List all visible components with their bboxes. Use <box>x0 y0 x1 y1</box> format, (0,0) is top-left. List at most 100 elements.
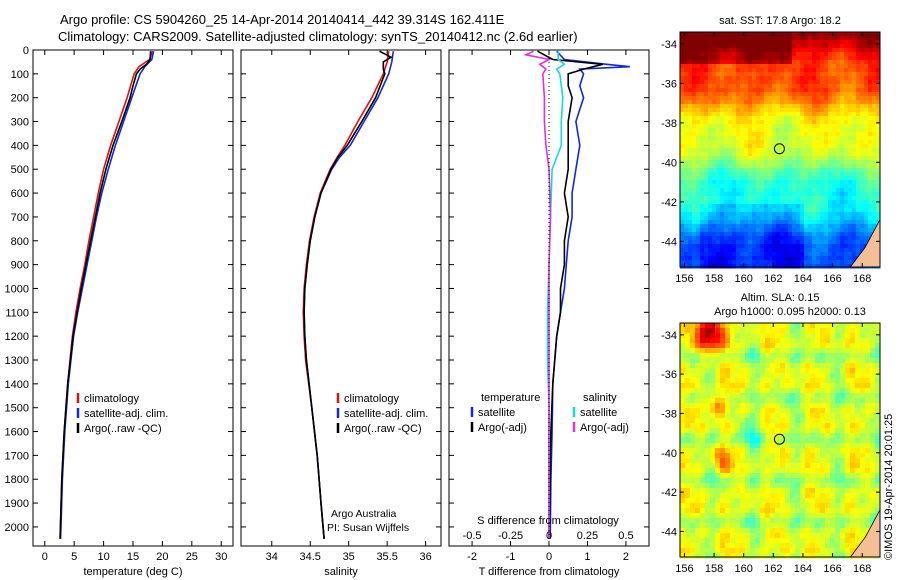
map-cell <box>800 112 805 117</box>
map-cell <box>695 538 701 544</box>
map-cell <box>868 196 873 201</box>
map-cell <box>832 52 837 57</box>
map-cell <box>688 100 693 105</box>
map-cell <box>732 60 737 65</box>
map-cell <box>840 88 845 93</box>
map-cell <box>848 128 853 133</box>
map-cell <box>740 256 745 261</box>
map-cell <box>710 498 716 504</box>
map-cell <box>795 383 801 389</box>
map-cell <box>860 323 866 329</box>
map-cell <box>800 418 806 424</box>
map-cell <box>808 56 813 61</box>
map-cell <box>728 72 733 77</box>
map-cell <box>788 212 793 217</box>
map-cell <box>812 88 817 93</box>
map-cell <box>684 108 689 113</box>
map-cell <box>760 32 765 37</box>
map-cell <box>748 44 753 49</box>
map-cell <box>728 76 733 81</box>
map-cell <box>784 128 789 133</box>
map-cell <box>830 393 836 399</box>
map-cell <box>692 160 697 165</box>
map-cell <box>816 180 821 185</box>
map-cell <box>784 52 789 57</box>
map-cell <box>720 378 726 384</box>
map-cell <box>764 180 769 185</box>
map-cell <box>810 478 816 484</box>
map-cell <box>710 403 716 409</box>
map-cell <box>775 403 781 409</box>
map-cell <box>736 52 741 57</box>
map-cell <box>845 453 851 459</box>
map-cell <box>832 100 837 105</box>
map-cell <box>776 176 781 181</box>
map-cell <box>708 156 713 161</box>
map-cell <box>784 124 789 129</box>
map-cell <box>868 72 873 77</box>
map-cell <box>785 473 791 479</box>
map-cell <box>732 232 737 237</box>
map-cell <box>792 232 797 237</box>
y-tick-label: 1400 <box>5 379 29 391</box>
map-cell <box>788 180 793 185</box>
map-cell <box>790 508 796 514</box>
map-cell <box>776 164 781 169</box>
map-cell <box>756 60 761 65</box>
map-cell <box>850 363 856 369</box>
map-cell <box>870 448 876 454</box>
map-cell <box>704 220 709 225</box>
map-cell <box>740 216 745 221</box>
map-cell <box>872 140 877 145</box>
map-cell <box>864 156 869 161</box>
map-cell <box>870 383 876 389</box>
map-cell <box>860 112 865 117</box>
map-cell <box>785 493 791 499</box>
map-cell <box>796 64 801 69</box>
map-cell <box>700 448 706 454</box>
map-cell <box>810 438 816 444</box>
map-cell <box>756 200 761 205</box>
map-cell <box>715 348 721 354</box>
map-cell <box>705 408 711 414</box>
map-cell <box>804 140 809 145</box>
map-cell <box>815 398 821 404</box>
map-cell <box>848 248 853 253</box>
map-cell <box>790 478 796 484</box>
map-cell <box>716 204 721 209</box>
map-cell <box>780 418 786 424</box>
map-cell <box>844 244 849 249</box>
map-cell <box>784 184 789 189</box>
map-cell <box>740 84 745 89</box>
map-cell <box>792 208 797 213</box>
map-cell <box>848 164 853 169</box>
map-cell <box>845 398 851 404</box>
map-cell <box>800 513 806 519</box>
map-cell <box>776 96 781 101</box>
map-cell <box>816 76 821 81</box>
map-cell <box>815 448 821 454</box>
map-cell <box>750 493 756 499</box>
map-cell <box>760 136 765 141</box>
map-cell <box>852 104 857 109</box>
map-cell <box>712 212 717 217</box>
map-cell <box>825 408 831 414</box>
map-cell <box>688 248 693 253</box>
map-cell <box>828 60 833 65</box>
map-cell <box>768 136 773 141</box>
map-cell <box>850 483 856 489</box>
map-cell <box>785 443 791 449</box>
map-cell <box>680 533 686 539</box>
map-cell <box>692 120 697 125</box>
map-cell <box>790 473 796 479</box>
map-cell <box>875 358 881 364</box>
map-cell <box>725 348 731 354</box>
map-cell <box>684 124 689 129</box>
map-cell <box>756 140 761 145</box>
map-cell <box>870 348 876 354</box>
map-cell <box>860 493 866 499</box>
map-cell <box>852 196 857 201</box>
map-cell <box>700 232 705 237</box>
map-cell <box>790 433 796 439</box>
map-cell <box>700 453 706 459</box>
